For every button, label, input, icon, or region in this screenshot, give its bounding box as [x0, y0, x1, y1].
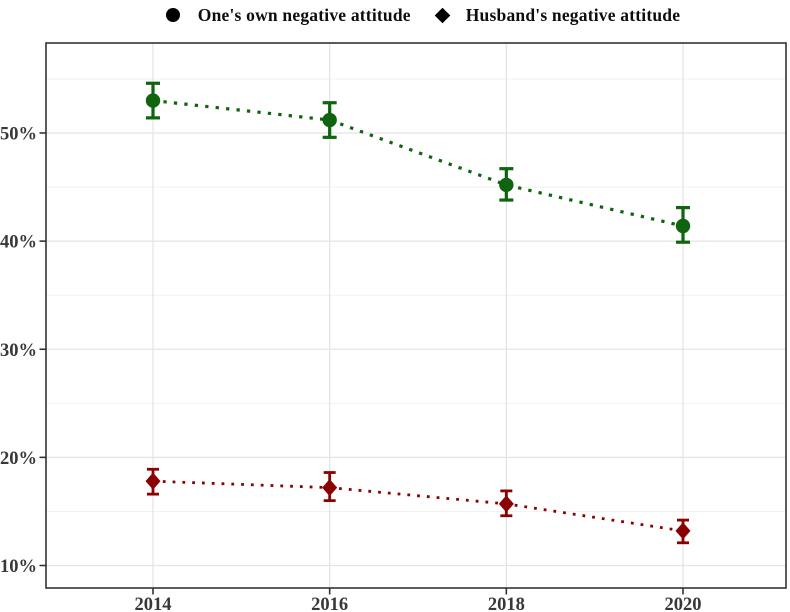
x-tick-label: 2020: [664, 595, 701, 612]
panel-border: [45, 42, 787, 589]
legend-item-own-attitude: One's own negative attitude: [165, 4, 411, 26]
x-tick-label: 2016: [311, 595, 348, 612]
x-tick-label: 2018: [488, 595, 525, 612]
data-point-diamond: [498, 495, 514, 513]
y-tick-label: 40%: [0, 233, 37, 253]
legend-label: Husband's negative attitude: [465, 4, 681, 25]
x-tick-label: 2014: [135, 595, 172, 612]
legend-item-husband-attitude: Husband's negative attitude: [434, 4, 681, 26]
data-point-diamond: [322, 479, 338, 497]
series-line-diamond: [152, 479, 684, 533]
y-tick-label: 20%: [0, 449, 37, 469]
data-point-circle: [675, 218, 691, 234]
y-tick-label: 10%: [0, 557, 37, 577]
y-tick-label: 50%: [0, 125, 37, 145]
circle-marker-icon: [165, 8, 180, 22]
data-point-circle: [322, 112, 337, 128]
y-tick-label: 30%: [0, 341, 37, 361]
series-line-circle: [152, 98, 684, 228]
legend: One's own negative attitude Husband's ne…: [56, 0, 790, 30]
data-point-diamond: [675, 522, 691, 540]
data-point-diamond: [145, 472, 161, 490]
data-point-circle: [145, 93, 161, 108]
legend-label: One's own negative attitude: [197, 4, 411, 25]
data-point-circle: [499, 177, 514, 193]
